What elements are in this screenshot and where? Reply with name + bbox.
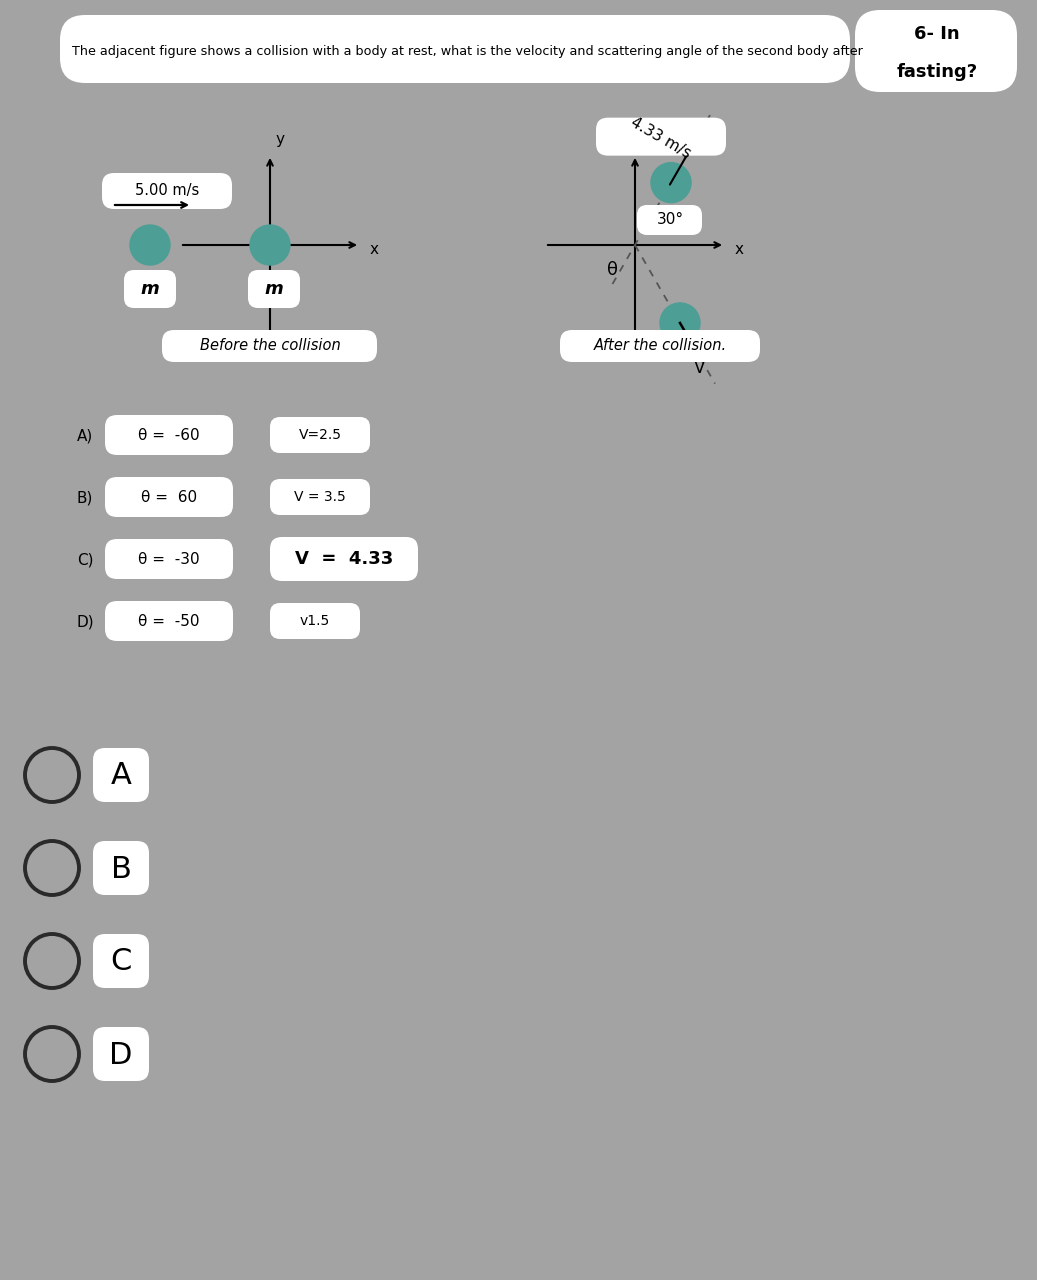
FancyBboxPatch shape: [124, 270, 176, 308]
Text: A: A: [111, 762, 132, 791]
FancyBboxPatch shape: [560, 330, 760, 362]
FancyBboxPatch shape: [248, 270, 300, 308]
Circle shape: [130, 225, 170, 265]
Text: The adjacent figure shows a collision with a body at rest, what is the velocity : The adjacent figure shows a collision wi…: [72, 46, 863, 59]
FancyBboxPatch shape: [105, 477, 233, 517]
Text: m: m: [141, 280, 160, 298]
Text: 4.33 m/s: 4.33 m/s: [628, 114, 694, 161]
Circle shape: [660, 303, 700, 343]
FancyBboxPatch shape: [93, 1027, 149, 1082]
FancyBboxPatch shape: [105, 415, 233, 454]
Text: V  =  4.33: V = 4.33: [295, 550, 393, 568]
Text: 30°: 30°: [656, 211, 683, 227]
Text: θ =  -30: θ = -30: [138, 552, 200, 567]
Text: C): C): [77, 553, 93, 567]
FancyBboxPatch shape: [270, 603, 360, 639]
Text: θ =  -60: θ = -60: [138, 428, 200, 443]
FancyBboxPatch shape: [102, 173, 232, 209]
Text: D: D: [109, 1041, 133, 1070]
Text: x: x: [735, 242, 744, 256]
Text: θ: θ: [608, 261, 618, 279]
Text: θ =  -50: θ = -50: [138, 613, 200, 628]
Text: Before the collision: Before the collision: [200, 338, 340, 353]
Text: y: y: [640, 132, 649, 147]
FancyBboxPatch shape: [596, 118, 726, 156]
Text: x: x: [370, 242, 379, 256]
FancyBboxPatch shape: [270, 479, 370, 515]
FancyBboxPatch shape: [854, 10, 1017, 92]
FancyBboxPatch shape: [60, 15, 850, 83]
FancyBboxPatch shape: [93, 934, 149, 988]
FancyBboxPatch shape: [105, 539, 233, 579]
FancyBboxPatch shape: [93, 841, 149, 895]
Text: v1.5: v1.5: [300, 614, 330, 628]
Text: A): A): [77, 429, 93, 443]
Circle shape: [250, 225, 290, 265]
Text: V = 3.5: V = 3.5: [295, 490, 346, 504]
FancyBboxPatch shape: [270, 417, 370, 453]
Text: 5.00 m/s: 5.00 m/s: [135, 183, 199, 197]
Circle shape: [651, 163, 691, 202]
Text: V: V: [695, 358, 706, 376]
FancyBboxPatch shape: [93, 748, 149, 803]
Text: B: B: [111, 855, 132, 883]
Text: θ =  60: θ = 60: [141, 489, 197, 504]
Text: C: C: [110, 947, 132, 977]
Text: 6- In: 6- In: [915, 26, 960, 44]
Text: V=2.5: V=2.5: [299, 428, 341, 442]
FancyBboxPatch shape: [637, 205, 702, 236]
Text: fasting?: fasting?: [896, 63, 978, 81]
FancyBboxPatch shape: [105, 602, 233, 641]
Text: After the collision.: After the collision.: [593, 338, 727, 353]
Text: m: m: [264, 280, 283, 298]
Text: D): D): [76, 614, 93, 630]
Text: B): B): [77, 490, 93, 506]
FancyBboxPatch shape: [270, 538, 418, 581]
Text: y: y: [275, 132, 284, 147]
FancyBboxPatch shape: [162, 330, 377, 362]
